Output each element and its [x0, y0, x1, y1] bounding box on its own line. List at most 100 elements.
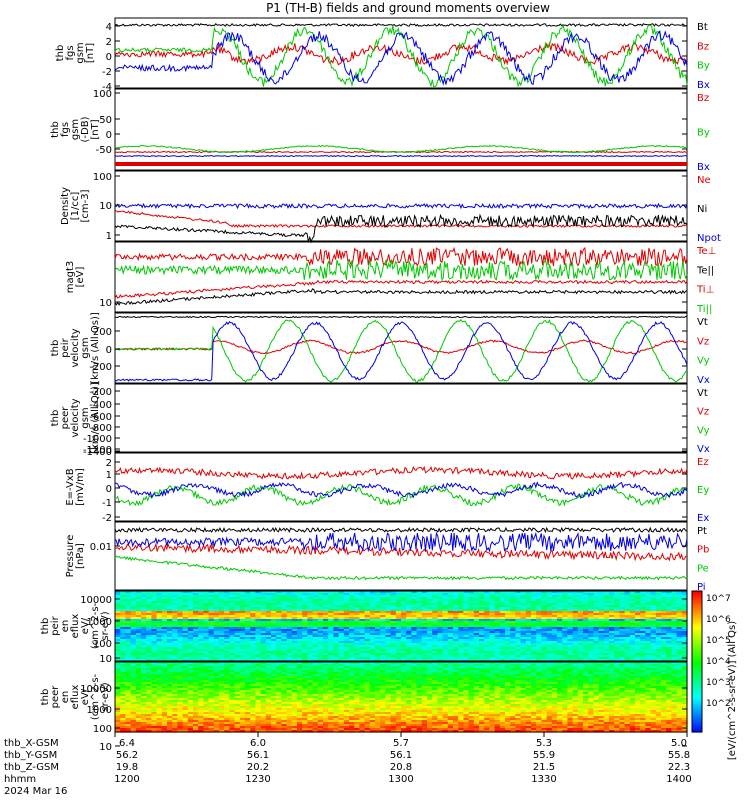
- spectrogram-cell: [224, 627, 230, 630]
- spectrogram-cell: [593, 668, 600, 671]
- spectrogram-cell: [380, 631, 386, 634]
- spectrogram-cell: [671, 623, 678, 626]
- spectrogram-cell: [484, 633, 490, 636]
- spectrogram-cell: [193, 672, 199, 675]
- spectrogram-cell: [203, 643, 210, 646]
- spectrogram-cell: [323, 645, 329, 648]
- spectrogram-cell: [661, 611, 667, 614]
- spectrogram-cell: [250, 647, 256, 650]
- spectrogram-cell: [328, 668, 334, 671]
- spectrogram-cell: [655, 631, 662, 634]
- spectrogram-cell: [614, 633, 620, 636]
- spectrogram-cell: [645, 629, 652, 632]
- spectrogram-cell: [406, 637, 412, 640]
- spectrogram-cell: [333, 591, 340, 594]
- spectrogram-cell: [572, 659, 579, 662]
- spectrogram-cell: [577, 609, 584, 612]
- spectrogram-cell: [510, 666, 516, 669]
- spectrogram-cell: [681, 617, 688, 620]
- spectrogram-cell: [629, 627, 636, 630]
- spectrogram-cell: [494, 601, 501, 604]
- spectrogram-cell: [328, 678, 334, 681]
- spectrogram-cell: [468, 613, 475, 616]
- spectrogram-cell: [567, 647, 574, 650]
- spectrogram-cell: [265, 613, 272, 616]
- spectrogram-cell: [120, 615, 126, 618]
- spectrogram-cell: [375, 609, 381, 612]
- spectrogram-cell: [572, 629, 579, 632]
- spectrogram-cell: [510, 601, 516, 604]
- spectrogram-cell: [442, 607, 449, 610]
- spectrogram-cell: [421, 672, 428, 675]
- spectrogram-cell: [468, 657, 475, 660]
- spectrogram-cell: [385, 657, 392, 660]
- spectrogram-cell: [447, 647, 454, 650]
- spectrogram-cell: [416, 647, 423, 650]
- spectrogram-cell: [333, 597, 340, 600]
- spectrogram-cell: [453, 621, 459, 624]
- spectrogram-cell: [546, 672, 553, 675]
- spectrogram-cell: [234, 607, 241, 610]
- spectrogram-cell: [276, 607, 282, 610]
- spectrogram-cell: [151, 621, 158, 624]
- spectrogram-cell: [297, 625, 303, 628]
- spectrogram-cell: [489, 651, 496, 654]
- spectrogram-cell: [421, 593, 428, 596]
- spectrogram-cell: [650, 657, 657, 660]
- spectrogram-cell: [172, 633, 178, 636]
- spectrogram-cell: [167, 678, 173, 681]
- spectrogram-cell: [598, 666, 605, 669]
- spectrogram-cell: [177, 601, 184, 604]
- spectrogram-cell: [328, 666, 334, 669]
- spectrogram-cell: [156, 593, 163, 596]
- spectrogram-cell: [182, 593, 189, 596]
- spectrogram-cell: [546, 657, 553, 660]
- spectrogram-cell: [447, 633, 454, 636]
- spectrogram-cell: [666, 676, 672, 679]
- spectrogram-cell: [302, 609, 308, 612]
- spectrogram-cell: [411, 651, 418, 654]
- spectrogram-cell: [468, 629, 475, 632]
- spectrogram-cell: [671, 629, 678, 632]
- spectrogram-cell: [333, 595, 340, 598]
- spectrogram-cell: [338, 676, 345, 679]
- spectrogram-cell: [333, 637, 340, 640]
- spectrogram-cell: [120, 597, 126, 600]
- spectrogram-cell: [416, 676, 423, 679]
- spectrogram-cell: [255, 649, 262, 652]
- spectrogram-cell: [239, 613, 246, 616]
- spectrogram-cell: [359, 607, 366, 610]
- spectrogram-cell: [380, 619, 386, 622]
- spectrogram-cell: [333, 678, 340, 681]
- spectrogram-cell: [380, 609, 386, 612]
- spectrogram-cell: [380, 603, 386, 606]
- spectrogram-cell: [536, 662, 542, 665]
- spectrogram-cell: [385, 633, 392, 636]
- spectrogram-cell: [302, 591, 308, 594]
- spectrogram-cell: [187, 637, 194, 640]
- spectrogram-cell: [265, 605, 272, 608]
- spectrogram-cell: [369, 613, 376, 616]
- spectrogram-cell: [297, 659, 303, 662]
- spectrogram-cell: [135, 678, 142, 681]
- spectrogram-cell: [666, 659, 672, 662]
- spectrogram-cell: [130, 641, 137, 644]
- spectrogram-cell: [655, 607, 662, 610]
- spectrogram-cell: [250, 678, 256, 681]
- spectrogram-cell: [364, 623, 371, 626]
- spectrogram-cell: [338, 597, 345, 600]
- spectrogram-cell: [645, 645, 652, 648]
- spectrogram-cell: [432, 619, 438, 622]
- spectrogram-cell: [510, 615, 516, 618]
- spectrogram-cell: [442, 649, 449, 652]
- spectrogram-cell: [395, 597, 402, 600]
- spectrogram-cell: [520, 670, 527, 673]
- spectrogram-cell: [583, 657, 589, 660]
- y-tick-label: 0.01: [90, 542, 112, 553]
- spectrogram-cell: [583, 659, 589, 662]
- spectrogram-cell: [484, 599, 490, 602]
- spectrogram-cell: [650, 615, 657, 618]
- spectrogram-cell: [250, 607, 256, 610]
- spectrogram-cell: [130, 651, 137, 654]
- spectrogram-cell: [593, 595, 600, 598]
